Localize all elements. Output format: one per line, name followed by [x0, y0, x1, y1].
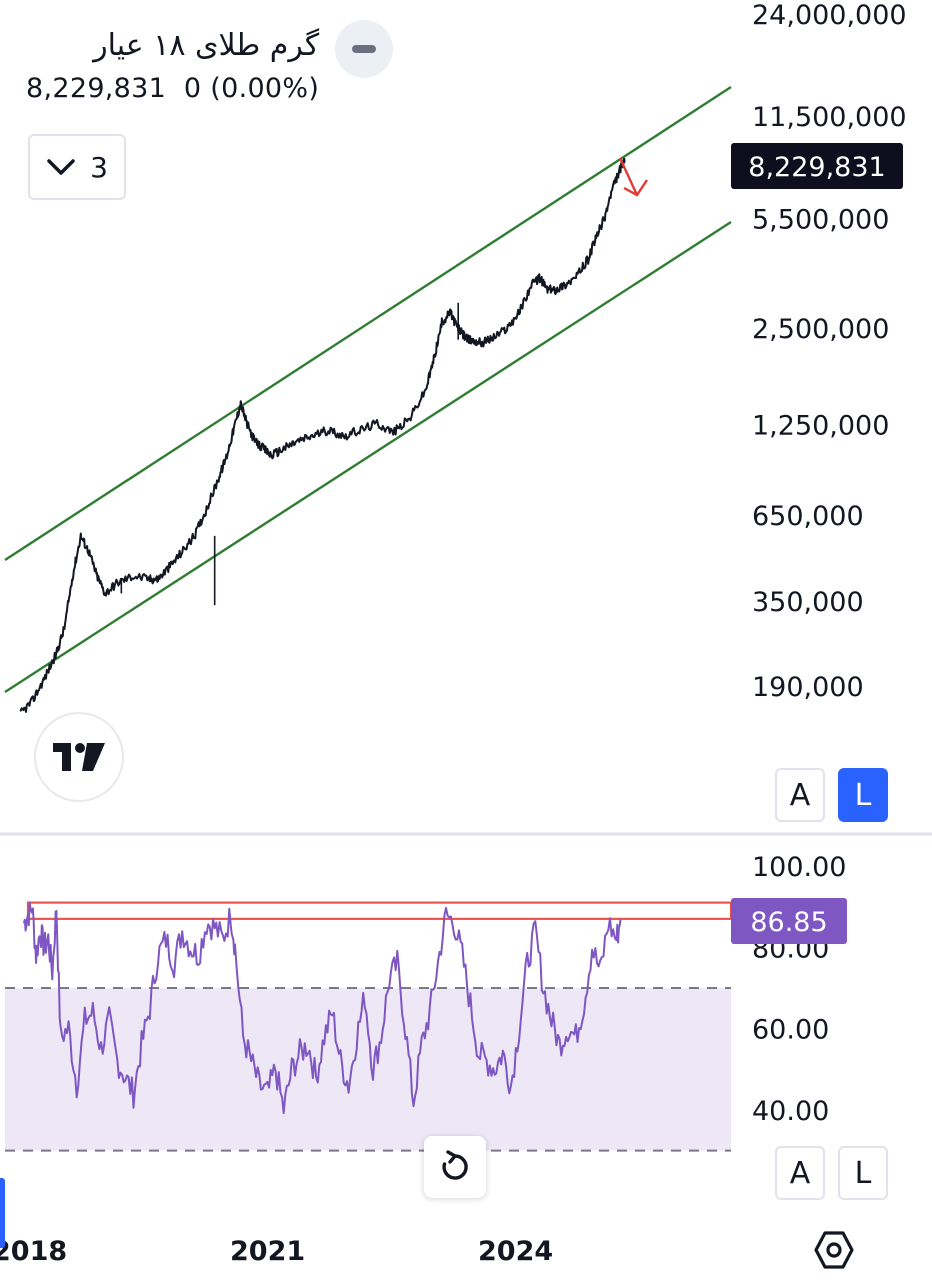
rsi-value-tag: 86.85 — [731, 898, 847, 944]
reset-icon — [442, 1150, 468, 1180]
price-tick-label: 1,250,000 — [752, 410, 889, 441]
chevron-down-icon — [47, 159, 75, 175]
price-tick-label: 2,500,000 — [752, 314, 889, 345]
indicators-toggle-button[interactable]: 3 — [28, 134, 126, 200]
rsi-log-scale-button[interactable]: L — [838, 1146, 888, 1200]
price-tick-label: 5,500,000 — [752, 205, 889, 236]
indicator-count: 3 — [90, 150, 108, 184]
rsi-value-tag-text: 86.85 — [750, 907, 827, 938]
time-label-2018: 2018 — [0, 1236, 67, 1267]
symbol-title: گرم طلای ۱۸ عیار — [93, 28, 320, 63]
minus-icon — [352, 45, 376, 53]
legend-values: 8,229,831 0 (0.00%) — [26, 73, 319, 104]
price-log-scale-button[interactable]: L — [838, 768, 888, 822]
price-series-line — [19, 157, 626, 713]
price-tick-label: 650,000 — [752, 501, 864, 532]
left-edge-handle[interactable] — [0, 1178, 5, 1248]
rsi-tick-label: 60.00 — [752, 1015, 829, 1046]
lower-channel-line[interactable] — [4, 220, 732, 694]
tradingview-logo[interactable] — [36, 714, 122, 800]
price-pane[interactable] — [4, 85, 732, 713]
legend-change: 0 (0.00%) — [183, 73, 320, 104]
legend-last-value: 8,229,831 — [26, 73, 167, 104]
price-volatility-wicks — [120, 302, 459, 606]
chart-settings-button[interactable] — [812, 1226, 856, 1274]
upper-channel-line[interactable] — [4, 85, 732, 562]
last-price-tag: 8,229,831 — [731, 143, 903, 189]
last-price-tag-text: 8,229,831 — [748, 152, 885, 183]
reset-chart-button[interactable] — [424, 1136, 486, 1198]
price-scale-ticks: 24,000,000 11,500,000 5,500,000 2,500,000 1,… — [752, 0, 907, 703]
overbought-highlight-box[interactable] — [26, 901, 733, 920]
rsi-series-line — [22, 901, 622, 1115]
price-tick-label: 11,500,000 — [752, 102, 907, 133]
rsi-auto-scale-button[interactable]: A — [775, 1146, 825, 1200]
time-label-2021: 2021 — [230, 1236, 305, 1267]
down-arrow-annotation[interactable] — [618, 157, 648, 197]
time-axis[interactable]: 2018 2021 2024 — [0, 1236, 553, 1267]
price-tick-label: 24,000,000 — [752, 0, 907, 31]
rsi-tick-label: 40.00 — [752, 1096, 829, 1127]
tradingview-logo-icon — [53, 743, 105, 771]
collapse-legend-button[interactable] — [335, 20, 393, 78]
gear-icon — [814, 1231, 854, 1269]
price-tick-label: 190,000 — [752, 672, 864, 703]
rsi-tick-label: 100.00 — [752, 852, 846, 883]
price-tick-label: 350,000 — [752, 587, 864, 618]
rsi-band-background — [5, 988, 731, 1151]
time-label-2024: 2024 — [478, 1236, 553, 1267]
rsi-pane[interactable] — [5, 901, 733, 1152]
price-auto-scale-button[interactable]: A — [775, 768, 825, 822]
symbol-legend[interactable]: گرم طلای ۱۸ عیار 8,229,831 0 (0.00%) — [26, 28, 319, 104]
